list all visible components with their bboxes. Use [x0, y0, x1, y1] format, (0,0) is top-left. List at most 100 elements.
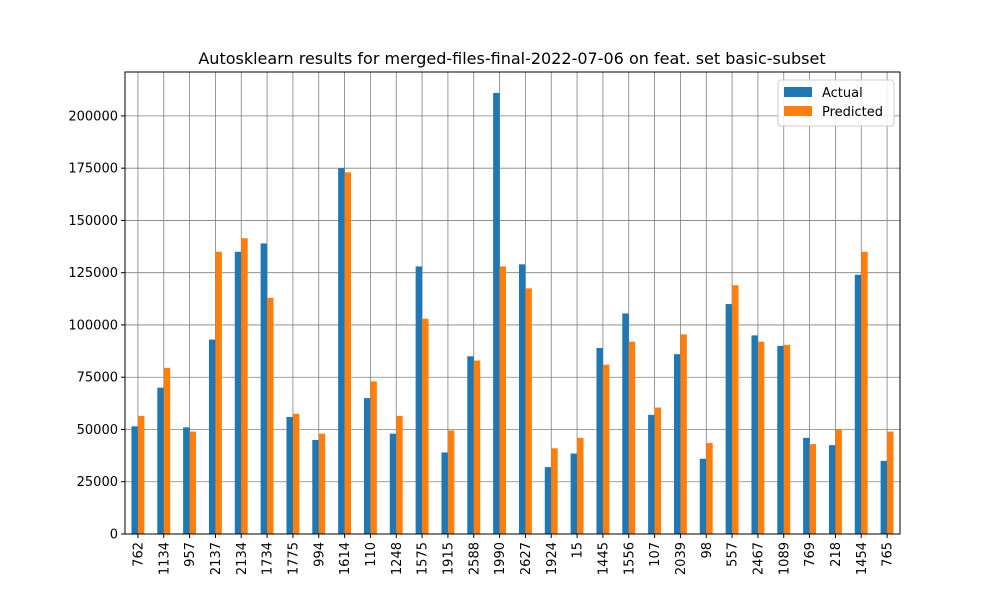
bar-predicted-2137 [215, 251, 222, 534]
bar-actual-2627 [518, 264, 526, 534]
bar-actual-2134 [234, 251, 242, 534]
bar-actual-1915 [441, 452, 448, 534]
bar-actual-1614 [338, 168, 345, 534]
chart-title: Autosklearn results for merged-files-fin… [198, 49, 825, 68]
y-tick-label: 175000 [68, 162, 118, 177]
legend: Actual Predicted [777, 79, 895, 127]
bar-actual-1454 [854, 274, 862, 534]
y-tick-label: 200000 [68, 109, 118, 124]
bar-actual-15 [570, 453, 578, 534]
x-tick-label: 557 [726, 542, 741, 567]
bar-predicted-2627 [525, 288, 532, 534]
bar-actual-2137 [208, 339, 216, 534]
bar-actual-98 [699, 458, 707, 534]
x-tick-label: 2467 [751, 542, 766, 575]
x-tick-label: 1248 [390, 542, 405, 575]
bar-predicted-762 [137, 415, 145, 534]
bar-predicted-1734 [267, 297, 274, 534]
y-tick-label: 0 [110, 528, 118, 543]
bar-actual-107 [648, 414, 655, 534]
x-tick-label: 15 [571, 542, 586, 559]
x-axis: 762 1134 957 2137 2134 1734 1775 994 1614 110 1248… [131, 534, 896, 575]
legend-label-predicted: Predicted [822, 105, 883, 120]
bar-actual-957 [183, 427, 190, 534]
x-tick-label: 110 [364, 542, 379, 567]
plot-frame [124, 71, 901, 535]
bar-predicted-557 [732, 285, 739, 534]
x-tick-label: 1990 [493, 542, 508, 575]
x-tick-label: 1915 [441, 542, 456, 575]
x-tick-label: 994 [312, 542, 327, 567]
x-tick-label: 1089 [777, 542, 792, 575]
bar-predicted-1775 [292, 413, 300, 534]
bar-predicted-1248 [396, 415, 403, 534]
x-tick-label: 1454 [855, 542, 870, 575]
bar-predicted-98 [706, 443, 713, 534]
x-tick-label: 1134 [157, 542, 172, 575]
x-tick-label: 2137 [209, 542, 224, 575]
bar-predicted-2588 [473, 360, 481, 534]
bar-predicted-1614 [344, 172, 352, 535]
bar-actual-1248 [389, 433, 397, 534]
x-tick-label: 2039 [674, 542, 689, 575]
bar-predicted-769 [809, 444, 817, 534]
bar-predicted-2039 [680, 334, 687, 534]
x-tick-label: 769 [803, 542, 818, 567]
y-tick-label: 150000 [68, 214, 118, 229]
x-tick-label: 1734 [261, 542, 276, 575]
bar-predicted-1089 [783, 344, 791, 534]
bar-predicted-765 [887, 431, 894, 534]
legend-swatch-actual [784, 87, 812, 97]
bar-predicted-1445 [602, 364, 610, 534]
bar-predicted-1556 [628, 341, 636, 534]
bar-actual-765 [880, 460, 888, 534]
x-tick-label: 765 [881, 542, 896, 567]
x-tick-label: 1556 [622, 542, 637, 575]
y-tick-label: 25000 [77, 475, 118, 490]
bar-predicted-1134 [163, 367, 171, 534]
bar-predicted-1990 [499, 266, 507, 534]
bar-actual-218 [828, 445, 836, 534]
legend-swatch-predicted [784, 106, 812, 116]
x-tick-label: 2134 [235, 542, 250, 575]
bar-actual-1990 [493, 92, 500, 535]
y-tick-label: 75000 [77, 371, 118, 386]
x-tick-label: 2588 [467, 542, 482, 575]
y-tick-label: 125000 [68, 266, 118, 281]
bar-actual-557 [725, 304, 733, 534]
x-tick-label: 218 [829, 542, 844, 567]
bar-actual-1775 [286, 416, 293, 534]
bar-predicted-994 [318, 433, 326, 534]
bar-actual-2588 [467, 356, 474, 534]
x-tick-label: 98 [700, 542, 715, 559]
x-tick-label: 2627 [519, 542, 534, 575]
bar-actual-994 [312, 439, 319, 534]
x-tick-label: 1575 [416, 542, 431, 575]
bar-predicted-1454 [861, 251, 868, 534]
y-tick-label: 50000 [77, 423, 118, 438]
bar-predicted-110 [370, 381, 377, 534]
bar-actual-1924 [544, 467, 552, 534]
bar-predicted-1915 [447, 430, 455, 534]
y-tick-label: 100000 [68, 318, 118, 333]
bar-actual-762 [131, 426, 138, 534]
x-tick-label: 1445 [596, 542, 611, 575]
bar-actual-1134 [157, 387, 164, 534]
bar-actual-2467 [751, 335, 758, 534]
bar-predicted-107 [654, 407, 662, 534]
bar-predicted-218 [835, 429, 842, 534]
bar-actual-1734 [260, 243, 268, 534]
x-tick-label: 762 [131, 542, 146, 567]
bar-actual-1089 [777, 345, 784, 534]
x-tick-label: 1614 [338, 542, 353, 575]
bar-predicted-2134 [241, 238, 248, 534]
bar-actual-110 [363, 398, 371, 534]
bar-actual-1575 [415, 266, 423, 534]
bar-actual-1445 [596, 347, 603, 534]
bar-predicted-15 [577, 437, 584, 534]
bar-predicted-957 [189, 431, 197, 534]
bar-predicted-1575 [422, 318, 429, 534]
bar-actual-1556 [622, 313, 629, 534]
